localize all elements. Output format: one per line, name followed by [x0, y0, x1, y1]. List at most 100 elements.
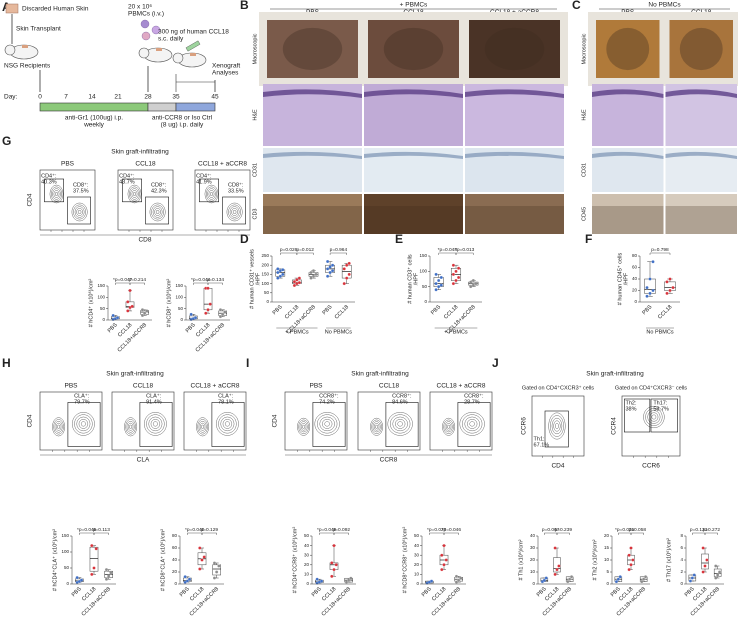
panel-label: G	[2, 134, 11, 148]
y-axis-label: # human CD31⁺ vessels	[248, 249, 255, 309]
contour	[447, 424, 451, 429]
gate-name: Th17:	[653, 401, 668, 407]
data-point	[701, 570, 705, 574]
data-point	[326, 259, 330, 264]
contour	[302, 424, 306, 429]
contour	[49, 184, 64, 204]
flow-plot	[183, 391, 247, 451]
epidermis	[364, 89, 463, 98]
box	[212, 564, 221, 576]
data-point	[454, 278, 458, 283]
y-tick-label: 0	[606, 581, 609, 586]
data-point	[442, 563, 446, 567]
y-axis-label: # human CD3⁺ cells	[406, 254, 413, 304]
data-point	[569, 575, 574, 579]
y-tick-label: 0	[266, 299, 269, 304]
contour	[222, 419, 233, 429]
data-point	[328, 270, 332, 275]
epidermis	[263, 89, 362, 98]
contour	[375, 424, 379, 429]
contour	[392, 416, 408, 432]
data-point	[665, 280, 669, 284]
significance-bracket	[630, 532, 644, 535]
row-label: CD45	[581, 207, 587, 221]
data-point	[145, 309, 149, 313]
contour	[125, 419, 136, 435]
wound	[383, 27, 444, 71]
y-tick-label: 0	[416, 581, 419, 586]
data-point	[345, 276, 349, 280]
data-point	[314, 272, 318, 276]
y-tick-label: 40	[172, 557, 178, 562]
contour	[144, 412, 167, 436]
contour	[54, 421, 63, 433]
data-point	[645, 294, 649, 298]
gate	[312, 402, 346, 447]
contour	[322, 419, 333, 429]
box	[203, 288, 213, 311]
data-point	[292, 280, 297, 284]
gate-value: 91.4%	[146, 400, 162, 406]
data-point	[429, 579, 434, 583]
contour	[132, 191, 137, 196]
epidermis	[665, 89, 737, 98]
contour	[77, 209, 82, 214]
panel-label: J	[492, 356, 499, 370]
y-tick-label: 0	[424, 299, 427, 304]
significance-bracket	[193, 282, 209, 285]
graft	[156, 48, 162, 51]
box	[89, 546, 99, 572]
epidermis	[592, 89, 664, 98]
panel-label: H	[2, 356, 11, 370]
x-tick-label: PBS	[179, 586, 191, 598]
y-axis-label: CCR6	[521, 417, 528, 435]
data-point	[629, 563, 633, 567]
contour	[216, 412, 239, 436]
contour	[152, 421, 158, 427]
y-axis-label: # hCD8⁺CCR8⁺ (x10⁶)/cm²	[401, 527, 408, 594]
y-tick-label: 60	[172, 545, 178, 550]
data-point	[75, 575, 79, 580]
data-point	[618, 575, 622, 579]
gate	[199, 178, 219, 203]
contour	[149, 202, 166, 222]
data-point	[347, 578, 351, 582]
y-tick-label: 150	[175, 283, 183, 288]
contour	[207, 188, 216, 200]
contour	[78, 419, 89, 429]
pbmcs-text: PBMCs (i.v.)	[128, 11, 164, 18]
contour	[397, 421, 403, 427]
flow-plot	[531, 395, 585, 457]
panel-label: D	[240, 232, 249, 246]
row-label: H&E	[252, 109, 258, 121]
significance-bracket	[280, 252, 298, 255]
flow-plot	[429, 391, 493, 451]
data-point	[185, 579, 189, 583]
data-point	[668, 277, 672, 281]
cell	[140, 19, 150, 29]
epidermis	[364, 151, 463, 159]
contour	[442, 417, 455, 436]
gate-name: CLA⁺:	[74, 393, 90, 400]
significance-bracket	[692, 532, 706, 535]
y-tick-label: 20	[304, 562, 310, 567]
contour	[197, 419, 208, 435]
x-axis-label: CD8	[138, 237, 151, 244]
significance-bracket	[429, 532, 445, 535]
contour	[645, 408, 663, 426]
row-label: Macroscopic	[252, 33, 258, 64]
micrograph	[364, 194, 463, 234]
contour	[199, 422, 206, 431]
mouse-head	[138, 47, 150, 59]
gr1-text: weekly	[83, 122, 105, 129]
cell	[151, 25, 161, 35]
data-point	[92, 566, 96, 570]
p-value: p=0.798	[651, 247, 669, 253]
group-label: + PBMCs	[285, 329, 309, 335]
y-tick-label: 5	[606, 569, 609, 574]
micrograph	[592, 16, 664, 82]
data-point	[311, 274, 316, 278]
wound	[679, 27, 723, 71]
data-point	[217, 564, 221, 568]
day-tick-label: 7	[64, 94, 68, 101]
